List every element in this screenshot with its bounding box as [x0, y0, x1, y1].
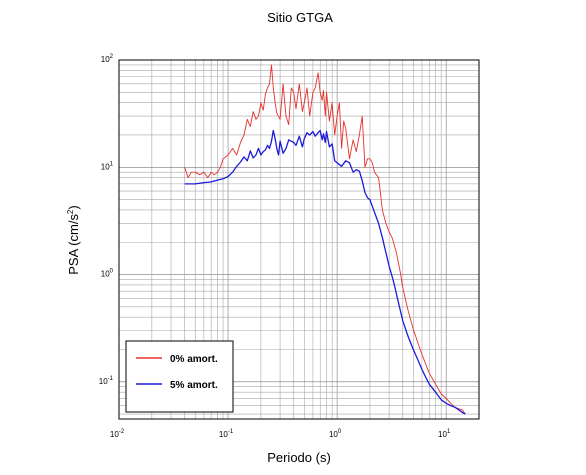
legend-label-1: 5% amort. [170, 380, 218, 391]
y-axis-label: PSA (cm/s2) [66, 205, 81, 274]
y-tick-label-1: 100 [101, 269, 114, 279]
x-tick-label-1: 10-1 [219, 429, 234, 439]
y-tick-label-3: 102 [101, 54, 114, 64]
series-group [184, 64, 466, 415]
y-tick-label-2: 101 [101, 161, 114, 171]
x-tick-label-2: 100 [329, 429, 342, 439]
series-line-0 [184, 64, 466, 415]
legend-label-0: 0% amort. [170, 354, 218, 365]
x-tick-label-0: 10-2 [110, 429, 125, 439]
y-axis-label-close: ) [66, 205, 81, 209]
chart-title: Sitio GTGA [267, 10, 333, 25]
series-line-1 [184, 129, 466, 415]
y-tick-label-0: 10-1 [99, 376, 114, 386]
x-axis-label: Periodo (s) [267, 450, 331, 465]
y-axis-label-exp: 2 [66, 209, 75, 214]
grid [118, 60, 480, 419]
y-axis-label-main: PSA (cm/s [66, 214, 81, 275]
legend: 0% amort. 5% amort. [125, 340, 234, 413]
x-tick-label-3: 101 [438, 429, 451, 439]
legend-box [125, 340, 234, 413]
x-tick-labels: 10-2 10-1 100 101 [110, 429, 451, 439]
plot-frame [118, 59, 480, 420]
y-tick-labels: 10-1 100 101 102 [99, 54, 114, 386]
